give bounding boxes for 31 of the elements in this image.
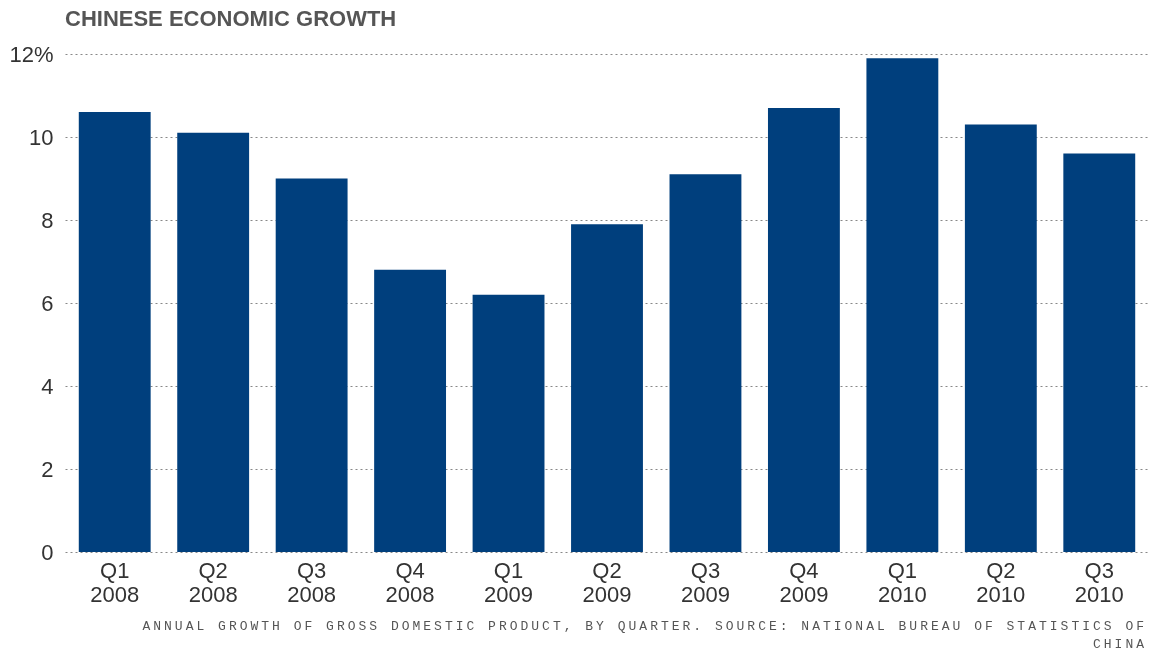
- bar: [571, 224, 643, 552]
- x-tick-label: Q1 2009: [484, 557, 534, 607]
- x-tick-label: Q2 2008: [188, 557, 238, 607]
- x-tick-label: Q1 2010: [877, 557, 927, 607]
- y-tick-label: 4: [41, 373, 54, 399]
- x-tick-label: Q3 2010: [1074, 557, 1124, 607]
- x-tick-label: Q2 2009: [582, 557, 632, 607]
- bar: [275, 178, 348, 552]
- x-tick-label: Q4 2009: [779, 557, 829, 607]
- bar: [374, 269, 447, 552]
- y-tick-label: 2: [41, 456, 54, 482]
- bar: [472, 294, 545, 552]
- x-tick-label: Q2 2010: [976, 557, 1026, 607]
- y-tick-label: 10: [29, 124, 54, 150]
- y-tick-label: 8: [41, 207, 54, 233]
- y-tick-label: 0: [41, 539, 54, 565]
- bar: [964, 124, 1037, 552]
- bar: [177, 132, 250, 552]
- x-tick-label: Q3 2008: [287, 557, 337, 607]
- bar: [1063, 153, 1136, 552]
- bar: [767, 107, 840, 552]
- chart-title: CHINESE ECONOMIC GROWTH: [65, 6, 397, 31]
- x-tick-label: Q3 2009: [680, 557, 730, 607]
- x-tick-label: Q4 2008: [385, 557, 435, 607]
- bar: [866, 58, 939, 552]
- bar: [669, 174, 742, 552]
- x-tick-label: Q1 2008: [90, 557, 140, 607]
- text: ANNUAL GROWTH OF GROSS DOMESTIC PRODUCT, BY QUARTER. SOURCE: NATIONAL BUREAU OF STATISTICS OF CHINA: [141, 618, 1147, 654]
- y-tick-label: 6: [41, 290, 54, 316]
- y-tick-label: 12%: [9, 41, 54, 67]
- bar: [78, 112, 151, 552]
